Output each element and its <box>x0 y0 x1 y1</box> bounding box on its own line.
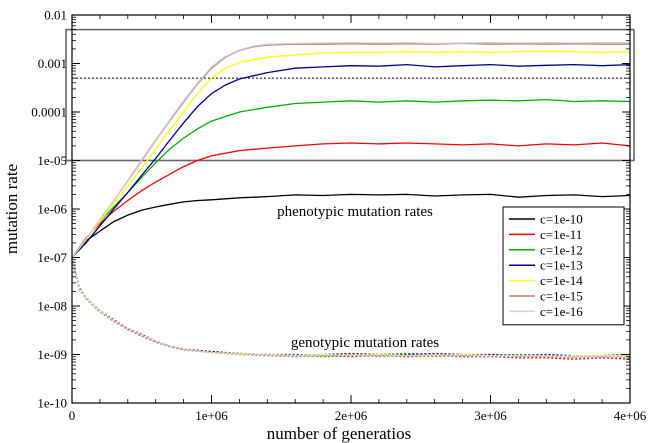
x-axis-title: number of generatios <box>267 424 411 443</box>
annotation-layer: phenotypic mutation rates genotypic muta… <box>277 204 439 351</box>
phenotypic-line-c=1e-14 <box>71 50 631 258</box>
legend: c=1e-10c=1e-11c=1e-12c=1e-13c=1e-14c=1e-… <box>502 206 625 326</box>
legend-label: c=1e-15 <box>540 289 583 304</box>
x-tick-label: 0 <box>69 408 76 423</box>
genotypic-line-c=1e-15 <box>71 257 631 359</box>
phenotypic-line-c=1e-11 <box>71 142 631 258</box>
y-axis-title: mutation rate <box>2 164 21 254</box>
y-tick-label: 1e-07 <box>37 250 67 265</box>
phenotypic-annotation: phenotypic mutation rates <box>277 204 433 220</box>
y-tick-label: 1e-06 <box>37 202 67 217</box>
legend-label: c=1e-13 <box>540 258 583 273</box>
genotypic-line-c=1e-16 <box>71 257 630 358</box>
series-c=1e-16 <box>71 41 630 358</box>
legend-label: c=1e-10 <box>540 212 583 227</box>
x-tick-label: 2e+06 <box>335 408 368 423</box>
x-tick-label: 4e+06 <box>614 408 647 423</box>
x-tick-label: 1e+06 <box>195 408 228 423</box>
y-tick-label: 1e-08 <box>37 299 67 314</box>
y-tick-label: 0.001 <box>38 56 67 71</box>
genotypic-annotation: genotypic mutation rates <box>291 335 439 351</box>
series-layer <box>71 41 631 360</box>
x-tick-label: 3e+06 <box>474 408 507 423</box>
axes-layer: 0 1e+06 2e+06 3e+06 4e+06 0.01 0.001 0.0001 1e-0… <box>31 8 647 424</box>
legend-label: c=1e-16 <box>540 304 583 319</box>
y-tick-label: 1e-10 <box>37 396 67 411</box>
y-tick-label: 0.01 <box>44 8 67 23</box>
phenotypic-line-c=1e-10 <box>71 193 631 258</box>
y-tick-label: 1e-05 <box>37 153 67 168</box>
phenotypic-line-c=1e-13 <box>71 63 631 258</box>
highlight-box <box>65 28 635 162</box>
legend-label: c=1e-12 <box>540 242 583 257</box>
legend-label: c=1e-14 <box>540 273 583 288</box>
y-tick-label: 0.0001 <box>31 105 67 120</box>
phenotypic-line-c=1e-16 <box>71 41 630 258</box>
legend-label: c=1e-11 <box>540 227 582 242</box>
highlight-layer <box>65 28 635 162</box>
y-tick-label: 1e-09 <box>37 347 67 362</box>
